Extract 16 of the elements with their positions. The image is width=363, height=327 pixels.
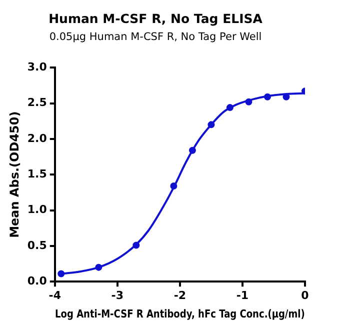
y-tick-label: 3.0 bbox=[27, 60, 48, 74]
x-axis-title: Log Anti-M-CSF R Antibody, hFc Tag Conc.(μg/ml) bbox=[55, 308, 305, 321]
x-tick-label: 0 bbox=[301, 289, 310, 302]
y-tick-label: 0.5 bbox=[27, 238, 47, 252]
x-tick-label: -1 bbox=[236, 289, 249, 302]
y-tick-label: 2.0 bbox=[27, 132, 48, 145]
chart-title: Human M-CSF R, No Tag ELISA bbox=[48, 10, 263, 26]
y-tick-label: 2.5 bbox=[27, 96, 47, 110]
x-tick-label: -4 bbox=[48, 289, 62, 302]
chart-subtitle: 0.05μg Human M-CSF R, No Tag Per Well bbox=[49, 31, 262, 44]
y-tick-label: 1.0 bbox=[27, 203, 48, 216]
x-tick-label: -2 bbox=[174, 289, 186, 302]
y-axis-title: Mean Abs.(OD450) bbox=[7, 111, 22, 238]
y-tick-label: 0.0 bbox=[27, 274, 48, 288]
y-tick-label: 1.5 bbox=[27, 167, 47, 180]
x-tick-label: -3 bbox=[111, 289, 124, 302]
